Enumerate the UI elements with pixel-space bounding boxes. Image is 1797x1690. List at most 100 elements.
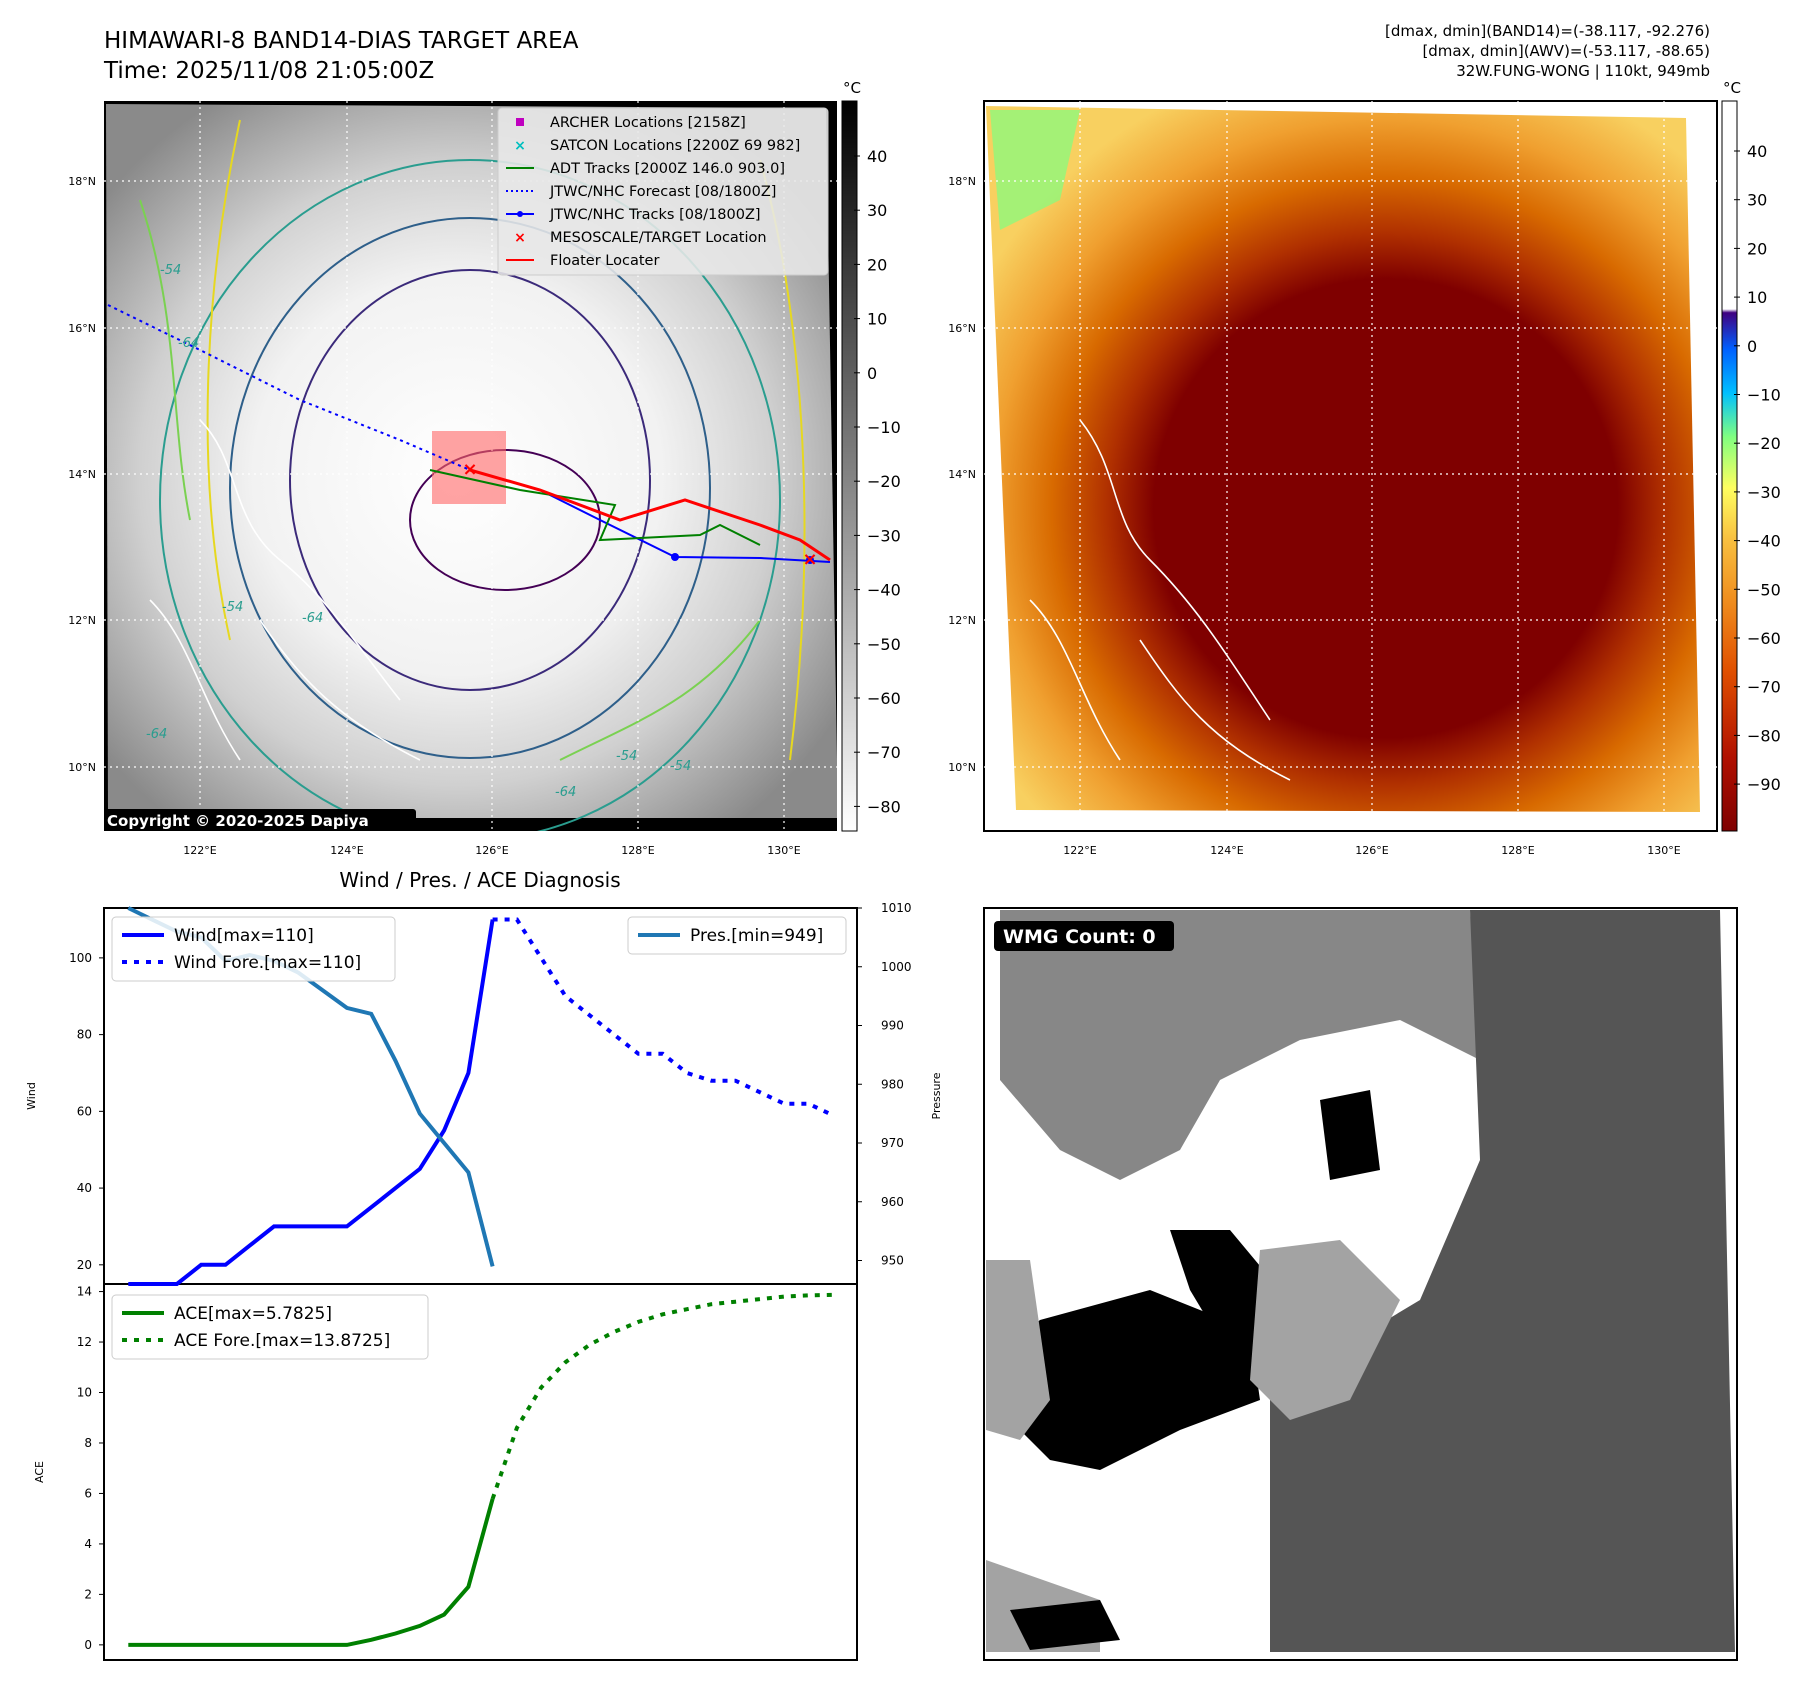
- legend-label: MESOSCALE/TARGET Location: [550, 230, 767, 246]
- legend-label: JTWC/NHC Tracks [08/1800Z]: [549, 207, 761, 223]
- legend-dot-icon: [517, 211, 523, 217]
- colorbar-tick-label: −60: [1747, 629, 1781, 648]
- legend-label: SATCON Locations [2200Z 69 982]: [550, 138, 800, 154]
- ir-cold-region: [990, 110, 1080, 230]
- lat-label: 18°N: [68, 175, 96, 188]
- lon-label: 124°E: [330, 844, 363, 857]
- y-tick-label: 40: [77, 1181, 92, 1195]
- y-right-tick-label: 1010: [881, 901, 912, 915]
- jtwc-track-point: [806, 556, 814, 564]
- contour-label: -54: [616, 749, 637, 764]
- chart-legend: [627, 916, 847, 955]
- colorbar-tick-label: −50: [1747, 580, 1781, 599]
- lat-label: 12°N: [68, 614, 96, 627]
- floater-track: [469, 468, 831, 562]
- colorbar-tick-label: 30: [1747, 191, 1767, 210]
- copyright-badge: [104, 809, 416, 831]
- y-right-tick-label: 990: [881, 1019, 904, 1033]
- contour-ring: [229, 217, 711, 759]
- ir-image: [986, 106, 1700, 812]
- target-marker-icon: ×: [802, 549, 817, 570]
- y-right-tick-label: 960: [881, 1195, 904, 1209]
- y-tick-label: 12: [77, 1335, 92, 1349]
- lat-label: 16°N: [948, 322, 976, 335]
- figure-time: Time: 2025/11/08 21:05:00Z: [104, 58, 435, 84]
- colorbar-tick-label: −70: [867, 743, 901, 762]
- diagnosis-title: Wind / Pres. / ACE Diagnosis: [339, 868, 620, 892]
- lat-label: 12°N: [948, 614, 976, 627]
- chart-legend-label: Wind Fore.[max=110]: [174, 953, 361, 973]
- colorbar-tick-label: 0: [1747, 337, 1757, 356]
- y-tick-label: 4: [84, 1537, 92, 1551]
- lon-label: 130°E: [767, 844, 800, 857]
- y-tick-label: 80: [77, 1028, 92, 1042]
- y-right-tick-label: 970: [881, 1136, 904, 1150]
- figure-title: HIMAWARI-8 BAND14-DIAS TARGET AREA: [104, 28, 579, 54]
- colorbar-tick-label: −50: [867, 635, 901, 654]
- ace-axis-label: ACE: [33, 1461, 46, 1483]
- series-line-1: [492, 917, 834, 1118]
- colorbar-tick-label: −70: [1747, 678, 1781, 697]
- contour-label: -64: [178, 336, 199, 351]
- contour-label: -54: [670, 759, 691, 774]
- colorbar-tick-label: −30: [1747, 483, 1781, 502]
- colorbar-tick-label: −40: [1747, 532, 1781, 551]
- contour-label: -64: [146, 727, 167, 742]
- colorbar-tick-label: 30: [867, 201, 887, 220]
- legend-label: Floater Locater: [550, 253, 659, 269]
- colorbar-tick-label: −40: [867, 581, 901, 600]
- lon-label: 126°E: [1355, 844, 1388, 857]
- lat-label: 14°N: [948, 468, 976, 481]
- colorbar-tick-label: 20: [1747, 239, 1767, 258]
- legend-x-icon: ×: [514, 138, 526, 154]
- lat-label: 10°N: [948, 761, 976, 774]
- legend-square-icon: [516, 118, 524, 126]
- y-tick-label: 8: [84, 1436, 92, 1450]
- wmg-count-text: WMG Count: 0: [1003, 926, 1156, 948]
- contour-green: [139, 199, 761, 761]
- ir-colorbar: [1721, 100, 1738, 832]
- colorbar-tick-label: −20: [1747, 434, 1781, 453]
- lon-label: 128°E: [621, 844, 654, 857]
- contour-label: -64: [302, 611, 323, 626]
- chart-legend-label: Pres.[min=949]: [690, 926, 823, 946]
- chart-legend-label: ACE Fore.[max=13.8725]: [174, 1331, 390, 1351]
- lon-label: 128°E: [1501, 844, 1534, 857]
- colorbar-unit: °C: [1723, 79, 1741, 97]
- lon-label: 124°E: [1210, 844, 1243, 857]
- lat-label: 16°N: [68, 322, 96, 335]
- legend-label: JTWC/NHC Forecast [08/1800Z]: [549, 184, 776, 200]
- wmg-grid: [986, 910, 1735, 1652]
- colorbar-tick-label: −30: [867, 526, 901, 545]
- coastline: [149, 419, 421, 761]
- lat-label: 10°N: [68, 761, 96, 774]
- series-line-0: [128, 919, 495, 1286]
- colorbar-tick-label: 40: [867, 147, 887, 166]
- y-tick-label: 14: [77, 1285, 92, 1299]
- awv-range-text: [dmax, dmin](AWV)=(-53.117, -88.65): [1422, 42, 1710, 60]
- wmg-badge: [994, 921, 1174, 951]
- lon-label: 122°E: [1063, 844, 1096, 857]
- colorbar-tick-label: −10: [867, 418, 901, 437]
- colorbar-tick-label: 20: [867, 255, 887, 274]
- colorbar-tick-label: −20: [867, 472, 901, 491]
- colorbar-tick-label: 0: [867, 364, 877, 383]
- chart-legend-label: ACE[max=5.7825]: [174, 1304, 332, 1324]
- band14-range-text: [dmax, dmin](BAND14)=(-38.117, -92.276): [1385, 22, 1710, 40]
- y-right-tick-label: 1000: [881, 960, 912, 974]
- y-tick-label: 2: [84, 1587, 92, 1601]
- storm-info-text: 32W.FUNG-WONG | 110kt, 949mb: [1456, 62, 1710, 80]
- colorbar-tick-label: −60: [867, 689, 901, 708]
- map-legend: [497, 107, 829, 276]
- y-right-tick-label: 950: [881, 1254, 904, 1268]
- lon-label: 130°E: [1647, 844, 1680, 857]
- colorbar-tick-label: −80: [1747, 726, 1781, 745]
- colorbar-tick-label: 40: [1747, 142, 1767, 161]
- pressure-axis-label: Pressure: [930, 1072, 943, 1119]
- jtwc-track-point: [671, 553, 679, 561]
- y-tick-label: 20: [77, 1258, 92, 1272]
- target-box: [432, 431, 506, 504]
- contour-ring: [289, 269, 651, 691]
- chart-legend: [111, 916, 396, 982]
- colorbar-unit: °C: [843, 79, 861, 97]
